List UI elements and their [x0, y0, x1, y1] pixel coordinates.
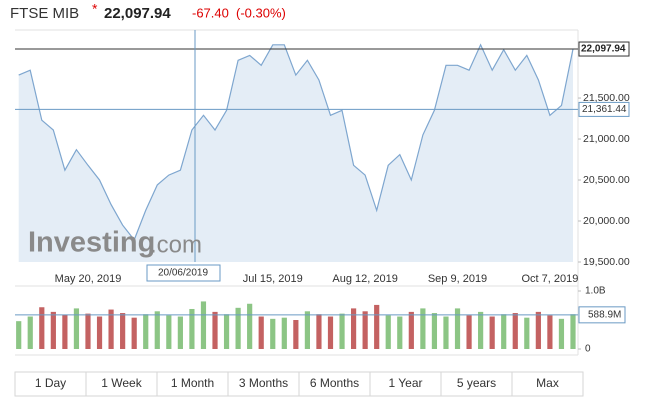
x-tick-label: Oct 7, 2019: [521, 273, 578, 285]
volume-bar: [120, 313, 126, 349]
range-button-label[interactable]: 1 Month: [171, 376, 214, 390]
y-tick-label: 21,500.00: [583, 92, 630, 104]
range-button[interactable]: 1 Day: [35, 376, 66, 390]
volume-bar: [420, 308, 426, 349]
volume-bar: [362, 311, 368, 349]
volume-bar: [524, 317, 530, 349]
volume-bar: [547, 315, 553, 349]
volume-bar: [489, 316, 495, 349]
range-button[interactable]: 6 Months: [298, 372, 359, 396]
x-tick-label: May 20, 2019: [55, 273, 122, 285]
volume-bar: [431, 313, 438, 349]
volume-bar: [316, 314, 322, 349]
crosshair-date-label: 20/06/2019: [158, 268, 208, 279]
x-tick-label: Aug 12, 2019: [332, 273, 397, 285]
y-tick-label: 1.0B: [585, 286, 606, 297]
range-button-label[interactable]: 1 Day: [35, 376, 66, 390]
volume-bar: [39, 307, 45, 349]
volume-bar: [154, 311, 160, 349]
volume-bar: [62, 314, 68, 349]
volume-bar: [16, 321, 22, 349]
crosshair-value-box: [578, 101, 630, 117]
volume-bar: [27, 316, 33, 349]
volume-bar: [108, 309, 114, 349]
y-tick-label: 21,000.00: [583, 133, 630, 145]
range-button[interactable]: Max: [511, 372, 559, 396]
range-button[interactable]: 3 Months: [227, 372, 288, 396]
volume-bar: [327, 316, 334, 349]
range-button-label[interactable]: 1 Week: [101, 376, 142, 390]
volume-bar: [212, 311, 218, 349]
volume-bar: [466, 315, 472, 349]
volume-bar: [374, 304, 380, 349]
volume-bar: [478, 311, 484, 349]
volume-bar: [512, 313, 518, 349]
volume-bar: [166, 315, 172, 349]
volume-bar: [50, 311, 56, 349]
price-area: [18, 44, 573, 262]
crosshair-date-box: [146, 264, 221, 282]
last-price-label: 22,097.94: [581, 44, 626, 55]
volume-bar: [293, 320, 299, 349]
volume-bar: [73, 308, 80, 349]
index-name: FTSE MIB: [10, 5, 79, 22]
price-line: [18, 43, 574, 242]
volume-bar: [247, 303, 253, 349]
y-tick-label: 19,500.00: [583, 256, 630, 268]
volume-crosshair-label: 588.9M: [588, 309, 621, 320]
volume-bar: [454, 308, 461, 349]
volume-bar: [223, 314, 230, 349]
range-button[interactable]: 1 Month: [156, 372, 214, 396]
range-button-label[interactable]: 1 Year: [388, 376, 422, 390]
crosshair-value-label: 21,361.44: [582, 104, 627, 115]
volume-bar: [189, 308, 195, 349]
range-button-label[interactable]: 5 years: [457, 376, 496, 390]
volume-bar: [443, 316, 449, 349]
volume-bar: [281, 317, 287, 349]
volume-bar: [501, 314, 507, 349]
marker: *: [92, 1, 98, 17]
volume-bar: [96, 316, 103, 349]
watermark: .com: [150, 231, 202, 258]
watermark: Investing: [28, 227, 155, 259]
volume-bar: [408, 311, 414, 349]
x-tick-label: Jul 15, 2019: [243, 273, 303, 285]
last-price-box: [578, 41, 630, 57]
range-button-label[interactable]: 3 Months: [239, 376, 288, 390]
range-button-label[interactable]: Max: [536, 376, 559, 390]
volume-bar: [339, 313, 345, 349]
volume-bar: [200, 301, 207, 349]
volume-bar: [304, 311, 310, 349]
range-button[interactable]: 1 Week: [85, 372, 143, 396]
price: 22,097.94: [104, 5, 171, 22]
y-tick-label: 20,500.00: [583, 174, 630, 186]
volume-bar: [270, 318, 276, 349]
volume-bar: [258, 316, 264, 349]
volume-bar: [143, 314, 149, 349]
range-button[interactable]: 1 Year: [369, 372, 423, 396]
volume-bar: [385, 315, 391, 349]
range-button[interactable]: 5 years: [440, 372, 496, 396]
volume-bar: [235, 307, 241, 349]
y-tick-label: 20,000.00: [583, 215, 630, 227]
volume-bar: [558, 318, 565, 349]
y-tick-label: 0: [585, 344, 591, 355]
volume-crosshair-box: [578, 306, 626, 324]
volume-bar: [131, 317, 137, 349]
volume-bar: [85, 313, 91, 349]
volume-bar: [535, 311, 541, 349]
x-tick-label: Sep 9, 2019: [428, 273, 487, 285]
range-button-label[interactable]: 6 Months: [310, 376, 359, 390]
volume-bar: [570, 314, 576, 349]
change: -67.40: [192, 5, 229, 20]
volume-bar: [350, 308, 357, 349]
change-pct: (-0.30%): [236, 5, 286, 20]
volume-bar: [397, 316, 403, 349]
volume-bar: [177, 316, 183, 349]
